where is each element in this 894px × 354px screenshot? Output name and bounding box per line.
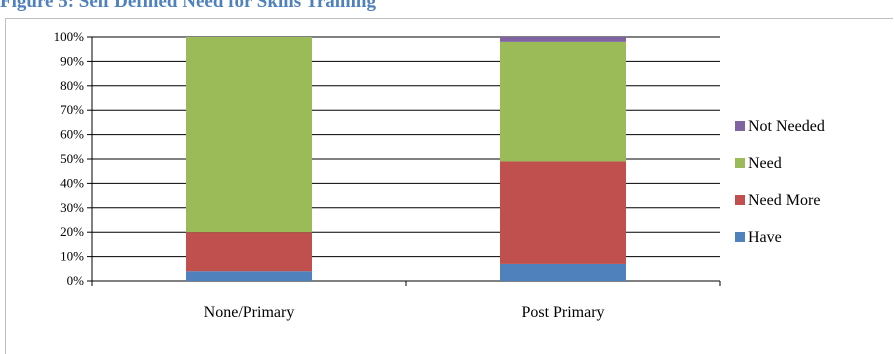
x-category-label: Post Primary [521,304,604,321]
y-tick-label: 50% [60,151,84,166]
y-tick-label: 60% [60,127,84,142]
bar-segment-have [186,271,312,281]
legend-swatch [735,121,745,131]
legend-label: Not Needed [748,118,825,135]
bar-segment-need [186,37,312,233]
bar-segment-need [500,41,626,162]
y-tick-label: 80% [60,78,84,93]
y-tick-label: 30% [60,200,84,215]
figure-title: Figure 5: Self Defined Need for Skills T… [0,0,376,12]
legend-swatch [735,232,745,242]
bar-segment-need-more [186,232,312,272]
y-tick-label: 20% [60,224,84,239]
bar-segment-have [500,263,626,281]
y-tick-label: 90% [60,53,84,68]
bar-segment-need-more [500,161,626,264]
x-category-label: None/Primary [204,304,295,321]
legend-label: Need [748,155,782,172]
chart-frame [5,18,893,354]
y-tick-label: 100% [54,29,85,44]
y-tick-label: 70% [60,102,84,117]
y-tick-label: 0% [67,273,85,288]
y-tick-label: 40% [60,175,84,190]
legend-label: Need More [748,192,820,209]
legend-swatch [735,158,745,168]
legend-swatch [735,195,745,205]
bar-segment-not-needed [500,37,626,42]
y-tick-label: 10% [60,249,84,264]
legend-label: Have [748,229,782,246]
